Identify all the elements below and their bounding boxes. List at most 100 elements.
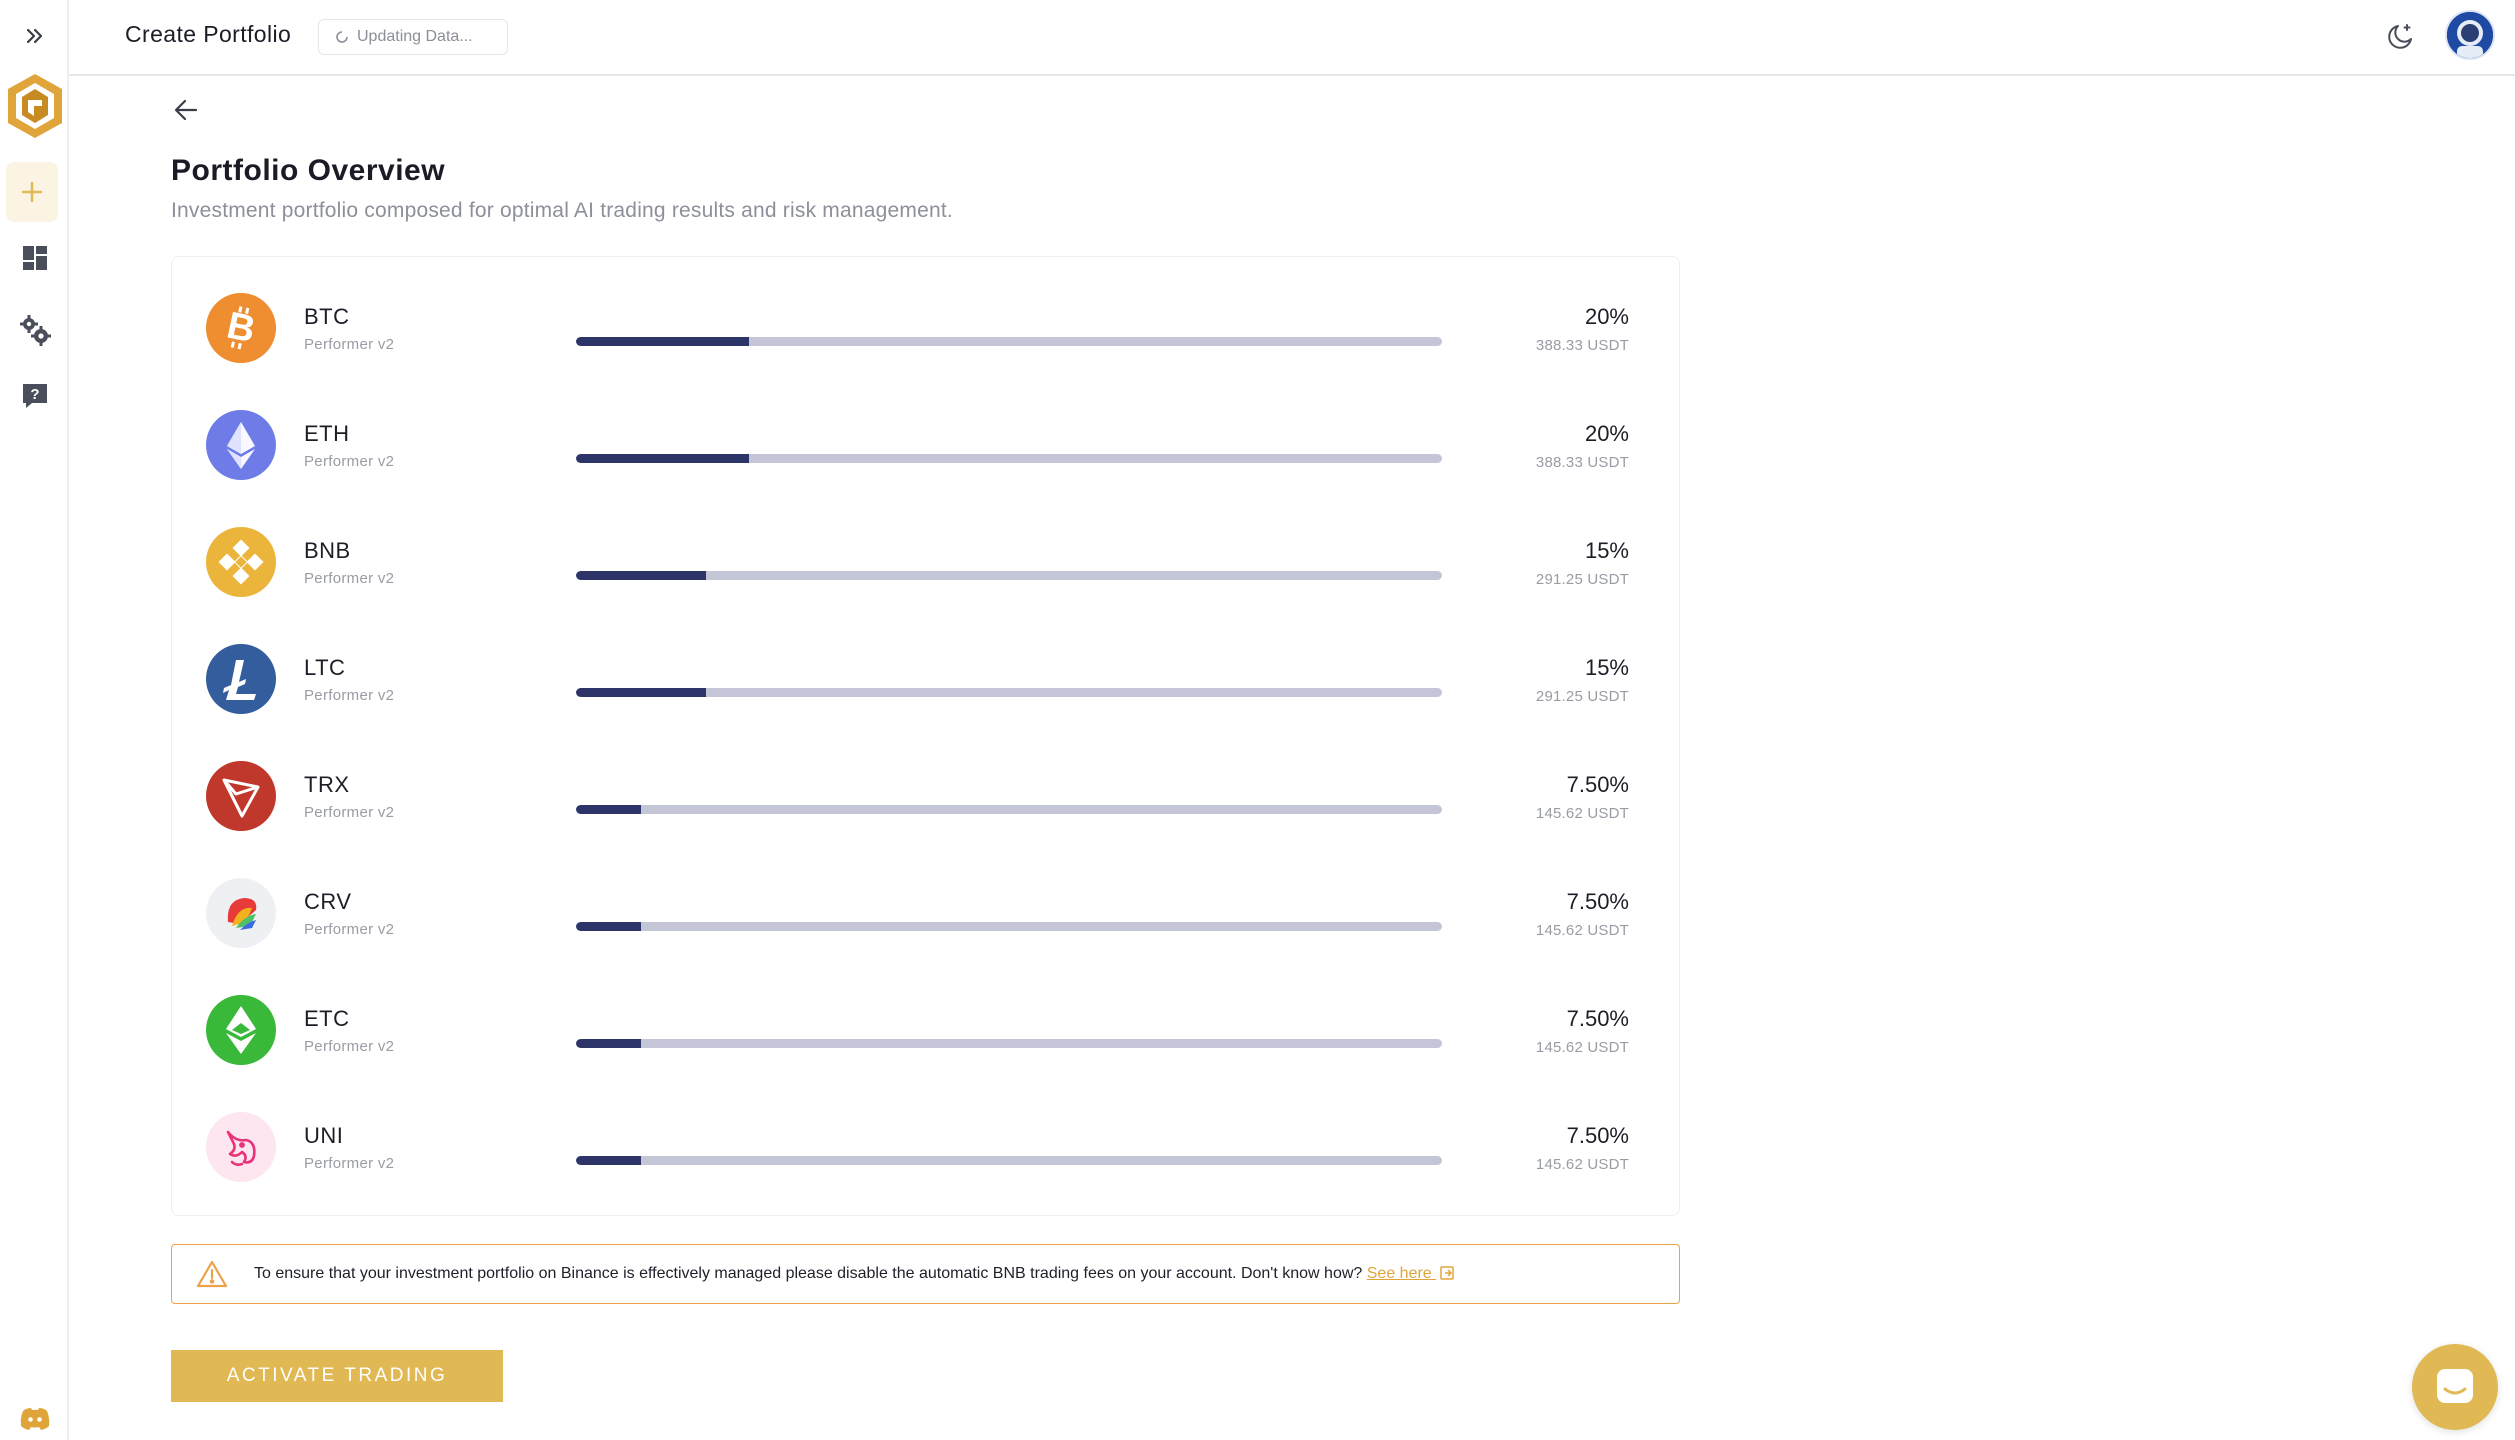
allocation-amount: 145.62 USDT xyxy=(1535,1156,1629,1173)
arrow-left-icon xyxy=(174,99,198,121)
asset-row-trx: TRX Performer v2 7.50% 145.62 USDT xyxy=(172,739,1681,856)
allocation-bar-fill xyxy=(576,688,706,697)
ethereum-icon xyxy=(206,410,276,480)
asset-strategy: Performer v2 xyxy=(304,804,395,821)
allocation-percent: 7.50% xyxy=(1566,1006,1629,1031)
allocation-bar-fill xyxy=(576,922,641,931)
dark-mode-toggle[interactable] xyxy=(2383,20,2417,54)
asset-symbol: LTC xyxy=(304,655,346,680)
asset-strategy: Performer v2 xyxy=(304,1155,395,1172)
asset-symbol: UNI xyxy=(304,1123,344,1148)
tron-icon xyxy=(206,761,276,831)
discord-icon xyxy=(20,1408,49,1430)
app-logo[interactable] xyxy=(0,68,69,144)
allocation-bar xyxy=(576,1039,1442,1048)
asset-strategy: Performer v2 xyxy=(304,453,395,470)
allocation-amount: 388.33 USDT xyxy=(1535,454,1629,471)
dashboard-nav[interactable] xyxy=(0,236,69,280)
see-here-label: See here xyxy=(1366,1265,1432,1282)
bnb-icon xyxy=(206,527,276,597)
ethereum-classic-icon xyxy=(206,995,276,1065)
asset-strategy: Performer v2 xyxy=(304,570,395,587)
page-title: Portfolio Overview xyxy=(171,154,446,187)
plus-icon xyxy=(21,181,43,203)
litecoin-icon xyxy=(206,644,276,714)
bnb-fee-warning: To ensure that your investment portfolio… xyxy=(171,1244,1680,1304)
asset-symbol: ETH xyxy=(304,421,350,446)
asset-row-uni: UNI Performer v2 7.50% 145.62 USDT xyxy=(172,1090,1681,1207)
asset-symbol: BTC xyxy=(304,304,350,329)
expand-sidebar-button[interactable] xyxy=(0,14,69,58)
curve-icon xyxy=(206,878,276,948)
activate-trading-button[interactable]: ACTIVATE TRADING xyxy=(171,1350,503,1402)
allocation-amount: 145.62 USDT xyxy=(1535,805,1629,822)
allocation-bar-fill xyxy=(576,1156,641,1165)
allocation-percent: 15% xyxy=(1584,655,1629,680)
discord-link[interactable] xyxy=(0,1398,69,1440)
allocation-percent: 7.50% xyxy=(1566,772,1629,797)
allocation-bar xyxy=(576,688,1442,697)
chat-launcher-button[interactable] xyxy=(2412,1344,2498,1430)
allocation-amount: 145.62 USDT xyxy=(1535,1039,1629,1056)
allocation-percent: 7.50% xyxy=(1566,889,1629,914)
allocation-bar-fill xyxy=(576,337,750,346)
asset-row-etc: ETC Performer v2 7.50% 145.62 USDT xyxy=(172,973,1681,1090)
allocation-amount: 145.62 USDT xyxy=(1535,922,1629,939)
allocation-bar xyxy=(576,922,1442,931)
allocation-bar xyxy=(576,1156,1442,1165)
allocation-bar xyxy=(576,805,1442,814)
external-link-icon xyxy=(1440,1266,1454,1280)
page-header-title: Create Portfolio xyxy=(125,21,292,47)
allocation-percent: 20% xyxy=(1584,304,1629,329)
uniswap-icon xyxy=(206,1112,276,1182)
allocation-bar xyxy=(576,337,1442,346)
page-subtitle: Investment portfolio composed for optima… xyxy=(171,199,953,222)
asset-row-bnb: BNB Performer v2 15% 291.25 USDT xyxy=(172,505,1681,622)
bitcoin-icon: B xyxy=(206,293,276,363)
updating-status-text: Updating Data... xyxy=(357,28,473,45)
back-button[interactable] xyxy=(168,92,204,128)
help-nav[interactable]: ? xyxy=(0,374,69,418)
warning-text: To ensure that your investment portfolio… xyxy=(254,1265,1455,1283)
warning-message: To ensure that your investment portfolio… xyxy=(254,1265,1363,1282)
asset-row-crv: CRV Performer v2 7.50% 145.62 USDT xyxy=(172,856,1681,973)
asset-symbol: CRV xyxy=(304,889,352,914)
allocation-percent: 20% xyxy=(1584,421,1629,446)
loading-spinner-icon xyxy=(336,31,348,43)
allocation-percent: 15% xyxy=(1584,538,1629,563)
updating-status-badge: Updating Data... xyxy=(318,19,508,55)
dashboard-icon xyxy=(22,246,47,270)
asset-strategy: Performer v2 xyxy=(304,336,395,353)
asset-row-btc: B BTC Performer v2 20% 388.33 USDT xyxy=(172,271,1681,388)
warning-icon xyxy=(196,1260,228,1288)
user-avatar[interactable] xyxy=(2445,10,2495,60)
see-here-link[interactable]: See here xyxy=(1367,1265,1455,1282)
asset-strategy: Performer v2 xyxy=(304,921,395,938)
asset-strategy: Performer v2 xyxy=(304,1038,395,1055)
astronaut-avatar-icon xyxy=(2447,12,2493,58)
allocation-bar xyxy=(576,454,1442,463)
top-bar: Create Portfolio Updating Data... xyxy=(69,0,2515,76)
asset-symbol: TRX xyxy=(304,772,350,797)
asset-row-ltc: LTC Performer v2 15% 291.25 USDT xyxy=(172,622,1681,739)
help-chat-icon: ? xyxy=(22,384,47,408)
asset-strategy: Performer v2 xyxy=(304,687,395,704)
allocation-bar-fill xyxy=(576,454,750,463)
gears-icon xyxy=(19,315,51,346)
portfolio-allocation-card: B BTC Performer v2 20% 388.33 USDT ETH P… xyxy=(171,256,1680,1216)
sidebar: ? xyxy=(0,0,69,1440)
allocation-percent: 7.50% xyxy=(1566,1123,1629,1148)
chat-icon xyxy=(2437,1369,2473,1403)
create-portfolio-nav[interactable] xyxy=(6,162,58,222)
allocation-bar-fill xyxy=(576,1039,641,1048)
svg-text:?: ? xyxy=(30,386,39,403)
asset-symbol: BNB xyxy=(304,538,351,563)
settings-nav[interactable] xyxy=(0,306,69,354)
allocation-amount: 291.25 USDT xyxy=(1535,688,1629,705)
asset-row-eth: ETH Performer v2 20% 388.33 USDT xyxy=(172,388,1681,505)
allocation-amount: 388.33 USDT xyxy=(1535,337,1629,354)
double-chevron-right-icon xyxy=(26,28,42,44)
allocation-bar-fill xyxy=(576,805,641,814)
allocation-bar-fill xyxy=(576,571,706,580)
asset-symbol: ETC xyxy=(304,1006,350,1031)
